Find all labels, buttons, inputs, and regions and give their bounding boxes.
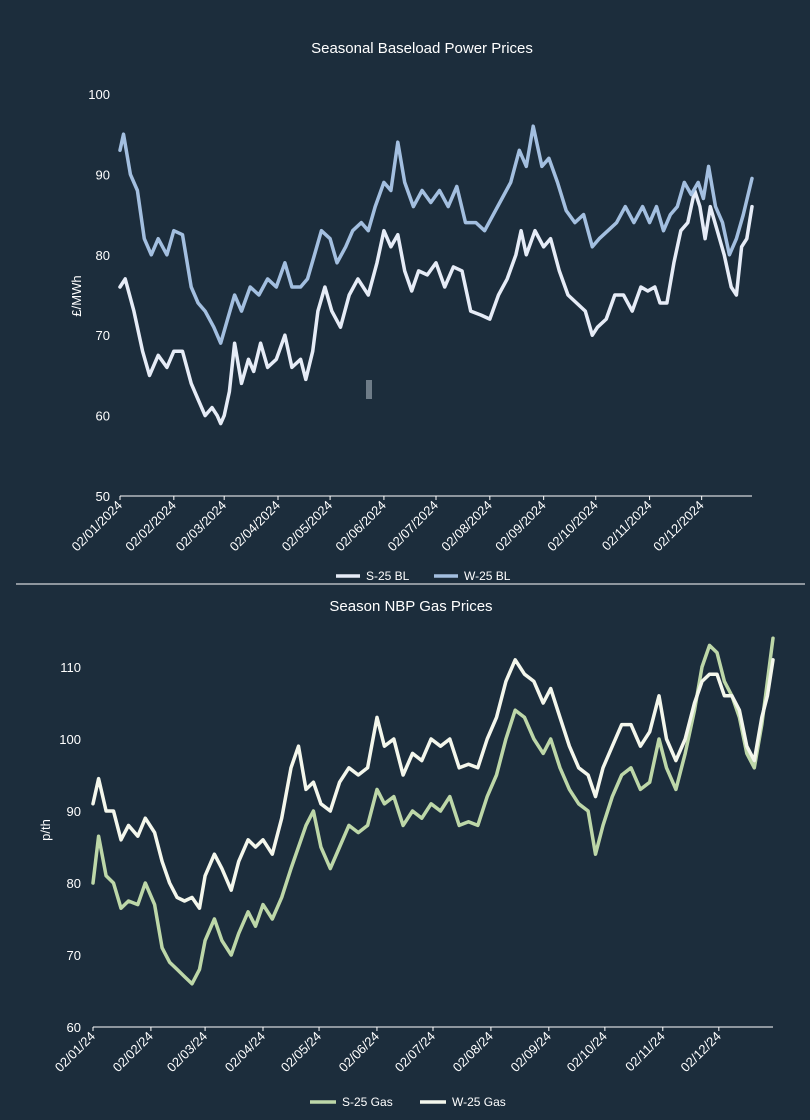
y-tick-label: 70 [96,328,110,343]
x-tick-label: 02/03/24 [164,1029,210,1075]
y-tick-label: 90 [96,167,110,182]
gas-price-chart: Season NBP Gas Prices p/th 60 70 80 90 100 11… [38,598,775,1109]
y-tick-label: 60 [67,1020,81,1035]
power-chart-title: Seasonal Baseload Power Prices [311,40,533,57]
y-tick-label: 80 [67,876,81,891]
x-tick-label: 02/08/2024 [438,498,495,555]
x-tick-label: 02/04/24 [222,1029,268,1075]
x-tick-label: 02/10/24 [564,1029,610,1075]
x-tick-label: 02/07/2024 [384,498,441,555]
series-line-s-25-gas [91,636,775,986]
x-tick-label: 02/01/24 [52,1029,98,1075]
x-tick-label: 02/03/2024 [173,498,230,555]
x-tick-label: 02/11/24 [622,1029,668,1075]
x-tick-label: 02/02/2024 [122,498,179,555]
power-y-ticks: 50 60 70 80 90 100 [88,87,110,504]
legend-label-w25-bl: W-25 BL [464,569,511,583]
y-tick-label: 70 [67,948,81,963]
x-tick-label: 02/06/24 [336,1029,382,1075]
x-tick-label: 02/08/24 [450,1029,496,1075]
x-tick-label: 02/12/24 [678,1029,724,1075]
y-tick-label: 80 [96,248,110,263]
x-tick-label: 02/05/24 [278,1029,324,1075]
legend-label-s25-bl: S-25 BL [366,569,410,583]
x-tick-label: 02/04/2024 [226,498,283,555]
y-tick-label: 90 [67,804,81,819]
stray-marker [366,380,372,399]
x-tick-label: 02/06/2024 [332,498,389,555]
power-x-ticks: 02/01/202402/02/202402/03/202402/04/2024… [68,496,707,555]
gas-series [91,636,775,986]
gas-x-ticks: 02/01/24 02/02/24 02/03/24 02/04/24 02/05/24… [52,1027,724,1075]
x-tick-label: 02/11/2024 [599,498,655,554]
gas-legend: S-25 Gas W-25 Gas [310,1095,506,1109]
series-line-w-25-bl [118,124,754,345]
legend-label-s25-gas: S-25 Gas [342,1095,393,1109]
y-tick-label: 100 [59,732,81,747]
y-tick-label: 110 [60,660,81,675]
power-legend: S-25 BL W-25 BL [336,569,511,583]
series-line-w-25-gas [91,658,775,910]
x-tick-label: 02/12/2024 [650,498,707,555]
power-y-axis-label: £/MWh [69,275,84,316]
x-tick-label: 02/09/24 [508,1029,554,1075]
gas-y-axis-label: p/th [38,819,53,841]
gas-chart-title: Season NBP Gas Prices [329,598,492,615]
x-tick-label: 02/01/2024 [68,498,125,555]
x-tick-label: 02/09/2024 [492,498,549,555]
y-tick-label: 50 [96,489,110,504]
legend-label-w25-gas: W-25 Gas [452,1095,506,1109]
power-series [118,124,754,426]
x-tick-label: 02/10/2024 [544,498,601,555]
gas-y-ticks: 60 70 80 90 100 110 [59,660,81,1035]
x-tick-label: 02/05/2024 [279,498,336,555]
x-tick-label: 02/07/24 [392,1029,438,1075]
series-line-s-25-bl [118,188,754,426]
power-price-chart: Seasonal Baseload Power Prices £/MWh 50 6… [68,40,754,583]
y-tick-label: 100 [88,87,110,102]
y-tick-label: 60 [96,409,110,424]
x-tick-label: 02/02/24 [110,1029,156,1075]
